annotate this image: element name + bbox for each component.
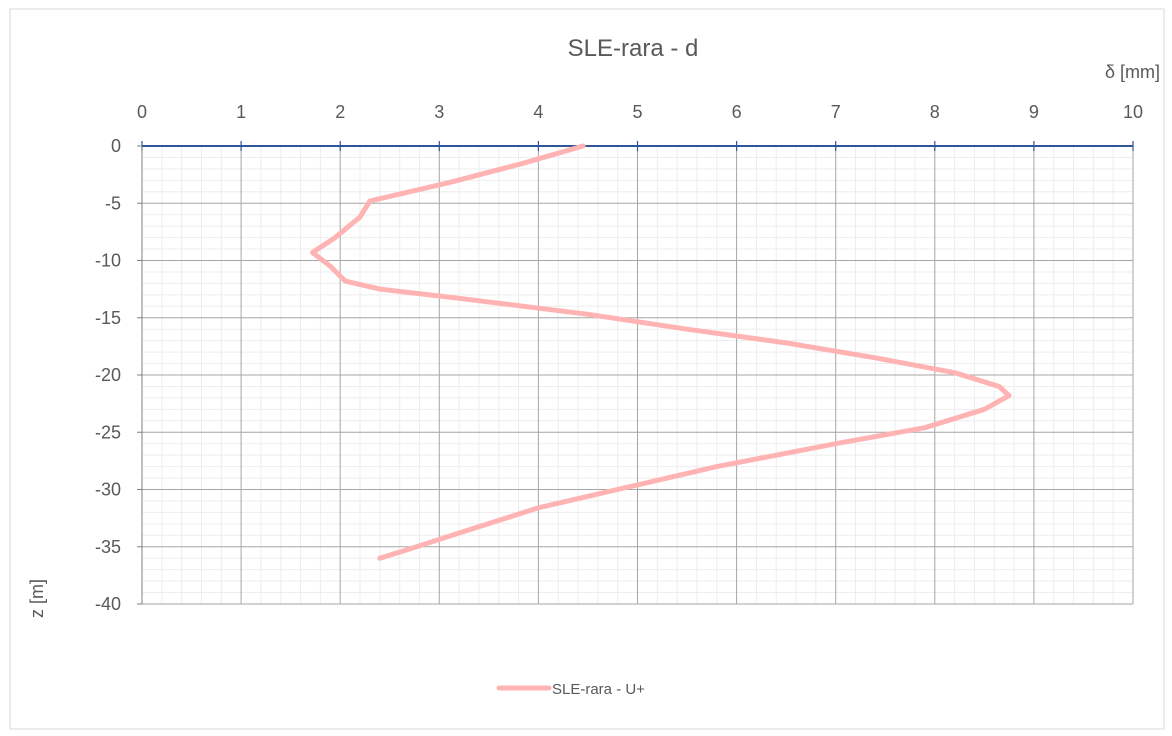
x-tick-label: 10: [1123, 102, 1143, 122]
x-tick-label: 1: [236, 102, 246, 122]
x-axis-label: δ [mm]: [1105, 62, 1160, 82]
legend-label: SLE-rara - U+: [552, 681, 645, 698]
x-tick-label: 3: [434, 102, 444, 122]
x-tick-label: 2: [335, 102, 345, 122]
y-tick-label: 0: [111, 136, 121, 156]
chart-frame: [9, 8, 1165, 730]
major-grid: [141, 146, 1134, 605]
y-tick-label: -40: [95, 594, 121, 614]
y-tick-label: -35: [95, 537, 121, 557]
series-line: [310, 143, 1012, 561]
series-layer: [310, 143, 1012, 561]
x-tick-label: 8: [930, 102, 940, 122]
y-tick-label: -30: [95, 480, 121, 500]
y-tick-label: -15: [95, 308, 121, 328]
y-axis-label: z [m]: [27, 579, 47, 618]
x-tick-label: 9: [1029, 102, 1039, 122]
y-tick-label: -10: [95, 251, 121, 271]
x-axis: 0 1 2 3 4 5 6 7 8 9 10: [137, 102, 1143, 151]
x-tick-label: 7: [831, 102, 841, 122]
y-axis: 0 -5 -10 -15 -20 -25 -30 -35 -40: [95, 136, 143, 614]
x-tick-label: 5: [632, 102, 642, 122]
x-tick-label: 0: [137, 102, 147, 122]
y-tick-label: -5: [105, 193, 121, 213]
y-tick-label: -20: [95, 365, 121, 385]
chart-title: SLE-rara - d: [568, 35, 699, 62]
y-tick-label: -25: [95, 422, 121, 442]
legend: SLE-rara - U+: [496, 681, 645, 698]
x-tick-label: 4: [533, 102, 543, 122]
x-tick-label: 6: [732, 102, 742, 122]
